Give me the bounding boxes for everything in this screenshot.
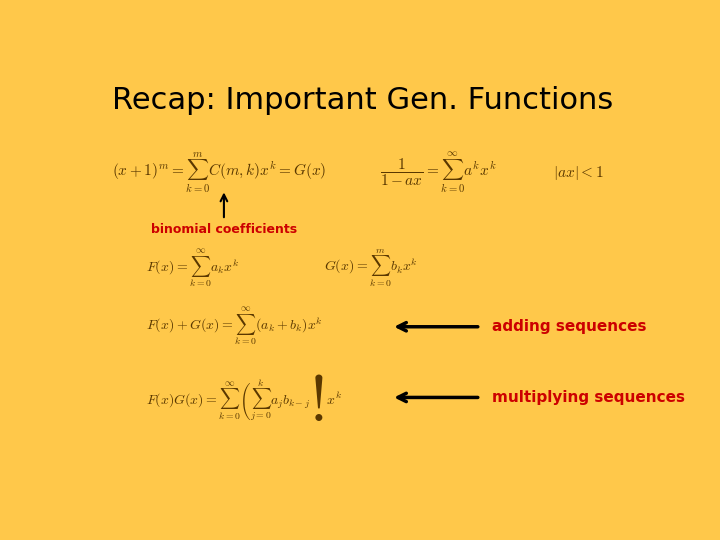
- Text: Recap: Important Gen. Functions: Recap: Important Gen. Functions: [112, 85, 613, 114]
- Text: $G(x)=\sum_{k=0}^{m}b_k x^{k}$: $G(x)=\sum_{k=0}^{m}b_k x^{k}$: [324, 248, 418, 289]
- Text: $(x+1)^{m} = \sum_{k=0}^{m} C(m,k)x^{k} = G(x)$: $(x+1)^{m} = \sum_{k=0}^{m} C(m,k)x^{k} …: [112, 151, 327, 195]
- Text: $\dfrac{1}{1-ax} = \sum_{k=0}^{\infty} a^{k}x^{k}$: $\dfrac{1}{1-ax} = \sum_{k=0}^{\infty} a…: [380, 151, 497, 195]
- Text: $F(x)=\sum_{k=0}^{\infty}a_k x^{k}$: $F(x)=\sum_{k=0}^{\infty}a_k x^{k}$: [145, 247, 239, 290]
- Text: $F(x)+G(x)=\sum_{k=0}^{\infty}(a_k+b_k)x^{k}$: $F(x)+G(x)=\sum_{k=0}^{\infty}(a_k+b_k)x…: [145, 306, 323, 348]
- Text: adding sequences: adding sequences: [492, 319, 647, 334]
- Text: $|ax|<1$: $|ax|<1$: [553, 164, 604, 182]
- Text: binomial coefficients: binomial coefficients: [151, 194, 297, 236]
- Text: multiplying sequences: multiplying sequences: [492, 390, 685, 405]
- Text: $F(x)G(x)=\sum_{k=0}^{\infty}\left(\sum_{j=0}^{k}a_j b_{k-j}\right)x^{k}$: $F(x)G(x)=\sum_{k=0}^{\infty}\left(\sum_…: [145, 372, 343, 423]
